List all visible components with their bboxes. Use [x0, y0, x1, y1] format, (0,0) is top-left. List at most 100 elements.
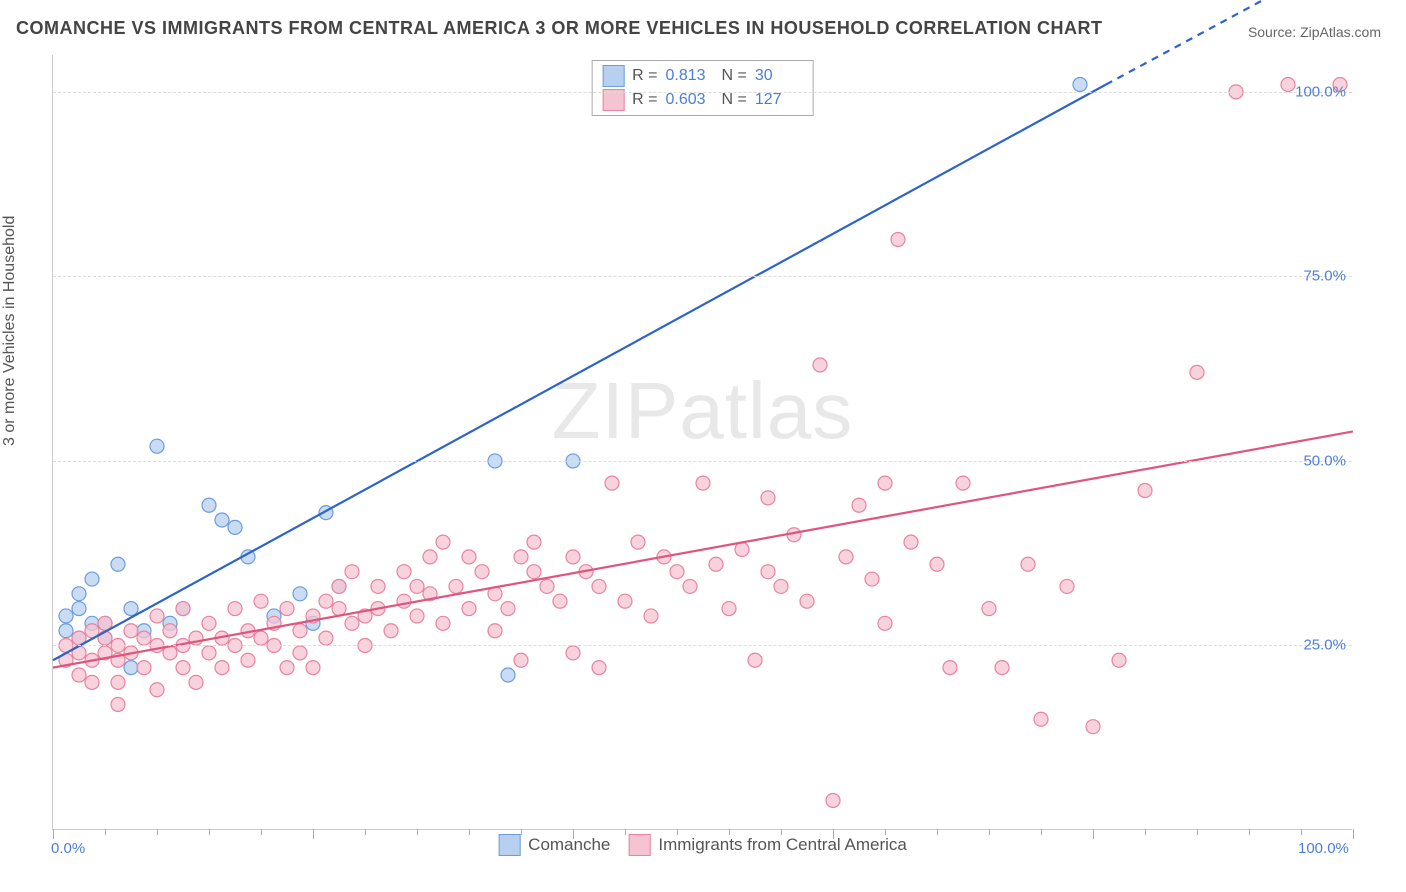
scatter-point [1112, 653, 1126, 667]
scatter-point [150, 683, 164, 697]
scatter-point [137, 661, 151, 675]
scatter-point [956, 476, 970, 490]
r-value: 0.813 [666, 67, 714, 85]
n-value: 30 [755, 67, 803, 85]
scatter-point [904, 535, 918, 549]
scatter-point [644, 609, 658, 623]
scatter-point [683, 579, 697, 593]
scatter-point [475, 565, 489, 579]
scatter-point [436, 535, 450, 549]
scatter-point [1190, 365, 1204, 379]
scatter-point [215, 513, 229, 527]
scatter-point [839, 550, 853, 564]
scatter-point [878, 476, 892, 490]
scatter-point [72, 587, 86, 601]
r-value: 0.603 [666, 91, 714, 109]
n-value: 127 [755, 91, 803, 109]
scatter-point [85, 675, 99, 689]
scatter-point [878, 616, 892, 630]
scatter-point [176, 602, 190, 616]
x-tick-mark [1197, 829, 1198, 835]
scatter-point [397, 594, 411, 608]
scatter-point [189, 675, 203, 689]
gridline [53, 92, 1352, 93]
scatter-point [891, 233, 905, 247]
scatter-point [527, 535, 541, 549]
scatter-point [501, 602, 515, 616]
scatter-point [800, 594, 814, 608]
chart-container: COMANCHE VS IMMIGRANTS FROM CENTRAL AMER… [0, 0, 1406, 892]
scatter-point [618, 594, 632, 608]
x-tick-mark [989, 829, 990, 835]
scatter-point [111, 557, 125, 571]
x-tick-mark [781, 829, 782, 835]
scatter-point [670, 565, 684, 579]
x-tick-mark [365, 829, 366, 835]
x-tick-mark [1093, 829, 1094, 839]
scatter-point [371, 579, 385, 593]
scatter-point [865, 572, 879, 586]
scatter-point [410, 579, 424, 593]
plot-area: ZIPatlas R = 0.813 N = 30R = 0.603 N = 1… [52, 55, 1352, 830]
x-tick-mark [1353, 829, 1354, 839]
scatter-point [1021, 557, 1035, 571]
scatter-point [280, 661, 294, 675]
y-tick-label: 75.0% [1303, 268, 1346, 285]
scatter-point [241, 653, 255, 667]
scatter-point [410, 609, 424, 623]
scatter-point [774, 579, 788, 593]
scatter-point [345, 565, 359, 579]
scatter-point [852, 498, 866, 512]
scatter-point [462, 602, 476, 616]
legend-swatch [602, 65, 624, 87]
trend-line-extrapolated [1106, 0, 1353, 85]
chart-svg [53, 55, 1352, 829]
x-tick-mark [729, 829, 730, 835]
scatter-point [202, 616, 216, 630]
x-tick-mark [53, 829, 54, 839]
x-tick-mark [417, 829, 418, 835]
x-tick-mark [157, 829, 158, 835]
legend-item: Immigrants from Central America [628, 834, 906, 856]
scatter-point [202, 646, 216, 660]
x-tick-mark [885, 829, 886, 835]
scatter-point [202, 498, 216, 512]
scatter-point [163, 624, 177, 638]
scatter-point [436, 616, 450, 630]
scatter-point [540, 579, 554, 593]
scatter-point [1281, 78, 1295, 92]
r-label: R = [632, 91, 657, 109]
legend-label: Immigrants from Central America [658, 835, 906, 855]
scatter-point [696, 476, 710, 490]
scatter-point [488, 624, 502, 638]
scatter-point [176, 661, 190, 675]
scatter-point [59, 609, 73, 623]
scatter-point [761, 565, 775, 579]
scatter-point [1034, 712, 1048, 726]
scatter-point [293, 624, 307, 638]
x-tick-label: 100.0% [1298, 840, 1349, 857]
scatter-point [722, 602, 736, 616]
y-tick-label: 100.0% [1295, 83, 1346, 100]
legend-item: Comanche [498, 834, 610, 856]
scatter-point [813, 358, 827, 372]
scatter-point [1060, 579, 1074, 593]
scatter-point [293, 587, 307, 601]
x-tick-mark [209, 829, 210, 835]
y-axis-label: 3 or more Vehicles in Household [1, 216, 19, 446]
scatter-point [319, 631, 333, 645]
x-tick-mark [261, 829, 262, 835]
x-tick-mark [105, 829, 106, 835]
gridline [53, 645, 1352, 646]
scatter-point [553, 594, 567, 608]
scatter-point [111, 698, 125, 712]
legend-swatch [498, 834, 520, 856]
x-tick-mark [573, 829, 574, 839]
scatter-point [85, 572, 99, 586]
x-tick-label: 0.0% [51, 840, 85, 857]
r-label: R = [632, 67, 657, 85]
scatter-point [527, 565, 541, 579]
x-tick-mark [1301, 829, 1302, 835]
scatter-point [72, 668, 86, 682]
scatter-point [514, 653, 528, 667]
